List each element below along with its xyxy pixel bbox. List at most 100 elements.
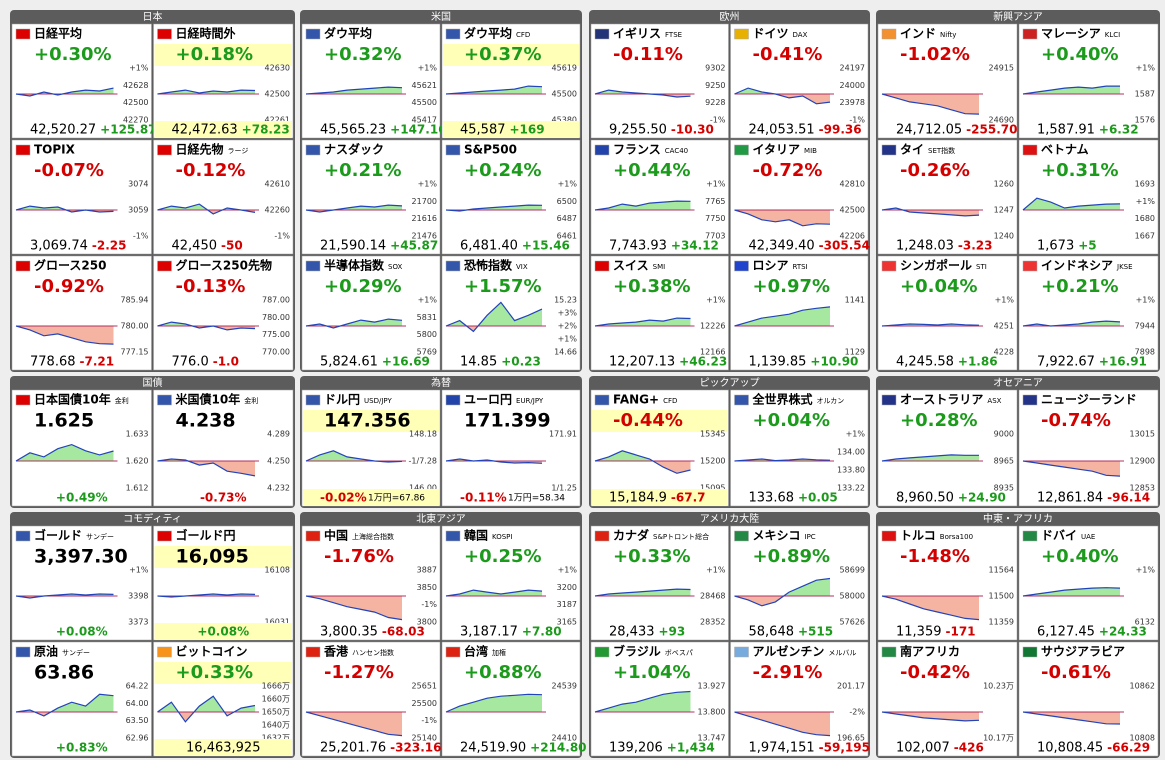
card-name: S&P500 xyxy=(464,143,517,157)
axis-label: +1% xyxy=(418,296,438,305)
change-amount: -426 xyxy=(954,741,984,755)
area-up xyxy=(882,454,979,461)
price: 1,974,151 xyxy=(749,741,815,756)
axis-label: 4.250 xyxy=(267,457,290,466)
axis-label: 201.17 xyxy=(837,682,865,691)
card-name: 中国 xyxy=(324,528,348,543)
card-tag: VIX xyxy=(516,263,528,271)
price: 10,808.45 xyxy=(1037,741,1103,756)
axis-label: 1660万 xyxy=(262,695,290,704)
change-amount: -50 xyxy=(221,239,243,253)
change-percent: +0.83% xyxy=(56,741,108,755)
change-percent: -2.91% xyxy=(753,662,823,683)
flag-icon xyxy=(734,260,749,272)
area-up xyxy=(1023,587,1120,596)
sparkline xyxy=(881,207,980,217)
sparkline xyxy=(15,443,114,462)
axis-label: +1% xyxy=(558,335,578,344)
highlight-bg xyxy=(443,44,579,66)
card-tag: サンデー xyxy=(62,648,90,657)
card-name: ナスダック xyxy=(324,142,384,157)
change-amount: -1.0 xyxy=(213,355,239,369)
change-percent: +0.88% xyxy=(464,662,542,683)
flag-icon xyxy=(157,530,172,542)
axis-label: +1% xyxy=(1136,197,1156,206)
price: 3,187.17 xyxy=(460,625,518,640)
axis-label: 9228 xyxy=(705,98,725,107)
price: 12,861.84 xyxy=(1037,491,1103,506)
flag-icon xyxy=(445,394,461,406)
sparkline xyxy=(881,454,979,462)
card xyxy=(11,255,152,371)
axis-label: 780.00 xyxy=(262,313,290,322)
axis-label: 25140 xyxy=(412,734,437,743)
flag-icon xyxy=(881,530,897,542)
axis-label: 1247 xyxy=(994,206,1014,215)
price: 21,590.14 xyxy=(320,239,386,254)
axis-label: 42500 xyxy=(123,98,148,107)
card-tag: EUR/JPY xyxy=(516,397,544,405)
change-percent: +0.21% xyxy=(1041,276,1119,297)
axis-label: 24197 xyxy=(840,64,865,73)
card-tag: SET指数 xyxy=(928,146,955,155)
price: 1,248.03 xyxy=(896,239,954,254)
sparkline xyxy=(734,209,831,227)
flag-icon xyxy=(157,28,172,40)
axis-label: 13.927 xyxy=(698,682,726,691)
area-down xyxy=(882,712,979,721)
axis-label: 11500 xyxy=(989,592,1014,601)
sparkline xyxy=(445,589,543,597)
price: 24,519.90 xyxy=(460,741,526,756)
area-up xyxy=(734,88,830,94)
price: 42,520.27 xyxy=(30,123,96,138)
axis-label: 171.91 xyxy=(549,430,577,439)
change-amount: -66.29 xyxy=(1107,741,1150,755)
card-name: イタリア xyxy=(753,143,801,157)
change-percent: -0.07% xyxy=(34,160,104,181)
area-up xyxy=(157,696,255,712)
price: 28,433 xyxy=(609,625,655,640)
flag-icon xyxy=(157,144,172,156)
flag-icon xyxy=(594,530,610,542)
price: 6,481.40 xyxy=(460,239,518,254)
card xyxy=(590,525,729,641)
axis-label: 42261 xyxy=(265,116,290,125)
area-down xyxy=(157,461,255,476)
axis-label: 9000 xyxy=(994,430,1014,439)
axis-label: 3850 xyxy=(417,583,437,592)
axis-label: 21616 xyxy=(412,214,437,223)
card-name: ゴールド円 xyxy=(176,528,236,543)
sparkline xyxy=(594,89,691,98)
area-up xyxy=(446,302,542,326)
price: 5,824.61 xyxy=(320,355,378,370)
axis-label: 4251 xyxy=(994,322,1014,331)
card xyxy=(1018,641,1159,757)
card-name: トルコ xyxy=(900,529,936,543)
card-name: ダウ平均 xyxy=(464,26,512,41)
price: 14.85 xyxy=(460,355,497,370)
change-amount: +46.23 xyxy=(679,355,727,369)
flag-icon xyxy=(734,646,749,658)
axis-label: 58000 xyxy=(840,592,865,601)
area-up xyxy=(734,306,830,326)
flag-icon xyxy=(1022,394,1038,406)
big-value: 1.625 xyxy=(34,410,94,432)
change-percent: -1.27% xyxy=(324,662,394,683)
area-up xyxy=(595,450,691,461)
card-name: 日経時間外 xyxy=(176,26,236,41)
sparkline xyxy=(1022,587,1121,597)
price: 7,743.93 xyxy=(609,239,667,254)
card xyxy=(590,641,729,757)
axis-label: 12166 xyxy=(700,348,725,357)
flag-icon xyxy=(594,394,610,406)
change-amount: -7.21 xyxy=(80,355,115,369)
card-tag: オルカン xyxy=(817,397,845,405)
flag-icon xyxy=(15,646,31,658)
card xyxy=(153,139,294,255)
change-amount: +1.86 xyxy=(958,355,998,369)
card-name: 恐怖指数 xyxy=(464,258,513,273)
card xyxy=(877,641,1018,757)
card xyxy=(1018,23,1159,139)
price: 1,587.91 xyxy=(1037,123,1095,138)
flag-icon xyxy=(594,28,610,40)
